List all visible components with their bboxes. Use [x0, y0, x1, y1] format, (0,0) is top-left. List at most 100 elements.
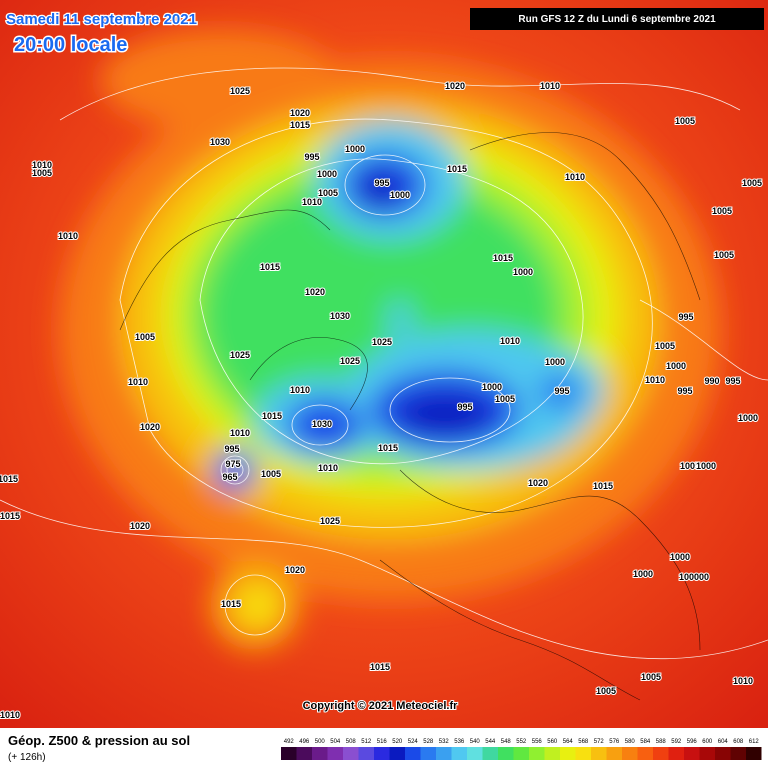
isobar-labels: 1025 1020 10101020101510301005995100010009… — [0, 80, 763, 721]
scale-label: 600 — [702, 739, 713, 745]
scale-swatch — [591, 747, 607, 760]
isobar-label: 1020 — [528, 478, 548, 488]
scale-swatch — [653, 747, 669, 760]
isobar-label: 1015 — [378, 443, 398, 453]
isobar-label: 1015 — [260, 262, 280, 272]
scale-label: 564 — [563, 739, 574, 745]
isobar-label: 1020 — [140, 422, 160, 432]
scale-swatch — [544, 747, 560, 760]
scale-label: 548 — [501, 739, 512, 745]
scale-swatch — [436, 747, 452, 760]
isobar-label: 1005 — [318, 188, 338, 198]
scale-swatch — [560, 747, 576, 760]
isobar-label: 995 — [554, 386, 569, 396]
scale-swatch — [498, 747, 514, 760]
isobar-label: 1015 — [493, 253, 513, 263]
scale-swatch — [715, 747, 731, 760]
scale-label: 552 — [516, 739, 527, 745]
isobar-label: 1000 — [390, 190, 410, 200]
scale-swatch — [343, 747, 359, 760]
scale-swatch — [374, 747, 390, 760]
scale-label: 612 — [749, 739, 760, 745]
copyright: Copyright © 2021 Meteociel.fr — [303, 700, 459, 712]
scale-swatch — [467, 747, 483, 760]
color-scale: 492 496 500 504 508 512 516 520 524 528 532 536 540 5… — [281, 739, 762, 760]
isobar-label: 1010 — [500, 336, 520, 346]
isobar-label: 1005 — [596, 686, 616, 696]
isobar-label: 1000 — [670, 552, 690, 562]
isobar-label: 995 — [725, 376, 740, 386]
scale-swatch — [451, 747, 467, 760]
isobar-label: 1015 — [221, 599, 241, 609]
scale-swatch — [327, 747, 343, 760]
coastlines — [119, 132, 701, 701]
isobar-label: 1000 — [696, 461, 716, 471]
isobar-label: 965 — [222, 472, 237, 482]
scale-label: 568 — [578, 739, 589, 745]
scale-swatch — [637, 747, 653, 760]
run-info: Run GFS 12 Z du Lundi 6 septembre 2021 — [518, 14, 716, 25]
scale-label: 556 — [532, 739, 543, 745]
isobar-label: 1010 — [290, 385, 310, 395]
scale-label: 504 — [330, 739, 341, 745]
footer-lead: (+ 126h) — [8, 752, 46, 763]
scale-swatch — [281, 747, 297, 760]
isobar-label: 1020 — [305, 287, 325, 297]
isobar-label: 1015 — [290, 120, 310, 130]
scale-label: 508 — [346, 739, 357, 745]
time-title: 20:00 locale — [14, 34, 127, 56]
scale-swatch — [389, 747, 405, 760]
isobar-label: 1005 — [641, 672, 661, 682]
isobar-label: 1015 — [262, 411, 282, 421]
isobar-label: 1030 — [210, 137, 230, 147]
scale-label: 584 — [640, 739, 651, 745]
scale-label: 532 — [439, 739, 450, 745]
isobar-label: 1000 — [666, 361, 686, 371]
scale-swatch — [405, 747, 421, 760]
isobar-label: 1025 — [230, 350, 250, 360]
isobar-label: 975 — [225, 459, 240, 469]
scale-swatch — [730, 747, 746, 760]
isobar-label: 1005 — [32, 168, 52, 178]
scale-label: 560 — [547, 739, 558, 745]
isobar-label: 1020 — [130, 521, 150, 531]
isobar-label: 1025 — [372, 337, 392, 347]
scale-swatch — [746, 747, 762, 760]
isobar-label: 1010 — [128, 377, 148, 387]
isobar-label: 1025 — [320, 516, 340, 526]
isobar-label: 1015 — [370, 662, 390, 672]
isobar-label: 995 — [304, 152, 319, 162]
isobar-label: 1010 — [318, 463, 338, 473]
isobar-label: 1030 — [330, 311, 350, 321]
scale-label: 528 — [423, 739, 434, 745]
scale-label: 496 — [299, 739, 310, 745]
scale-label: 580 — [625, 739, 636, 745]
date-title: Samedi 11 septembre 2021 — [6, 11, 197, 28]
isobar-label: 1015 — [0, 511, 20, 521]
isobar-label: 1010 — [230, 428, 250, 438]
scale-label: 512 — [361, 739, 372, 745]
isobar-label: 1015 — [0, 474, 18, 484]
isobar-label: 1010 — [302, 197, 322, 207]
isobar-label: 1010 — [0, 710, 20, 720]
isobar-label: 1005 — [712, 206, 732, 216]
scale-label: 604 — [718, 739, 729, 745]
scale-swatch — [575, 747, 591, 760]
isobar-label: 1010 — [58, 231, 78, 241]
scale-swatch — [684, 747, 700, 760]
isobar-label: 995 — [374, 178, 389, 188]
scale-label: 516 — [377, 739, 388, 745]
isobar-label: 1000 — [317, 169, 337, 179]
isobar-label: 1010 — [565, 172, 585, 182]
scale-swatch — [482, 747, 498, 760]
scale-swatch — [312, 747, 328, 760]
isobar-label: 1010 — [733, 676, 753, 686]
isobar-label: 1000 — [633, 569, 653, 579]
scale-label: 588 — [656, 739, 667, 745]
isobar-label: 1005 — [680, 461, 700, 471]
scale-label: 576 — [609, 739, 620, 745]
scale-swatch — [529, 747, 545, 760]
footer-title: Géop. Z500 & pression au sol — [8, 733, 190, 748]
scale-label: 536 — [454, 739, 465, 745]
scale-swatch — [622, 747, 638, 760]
